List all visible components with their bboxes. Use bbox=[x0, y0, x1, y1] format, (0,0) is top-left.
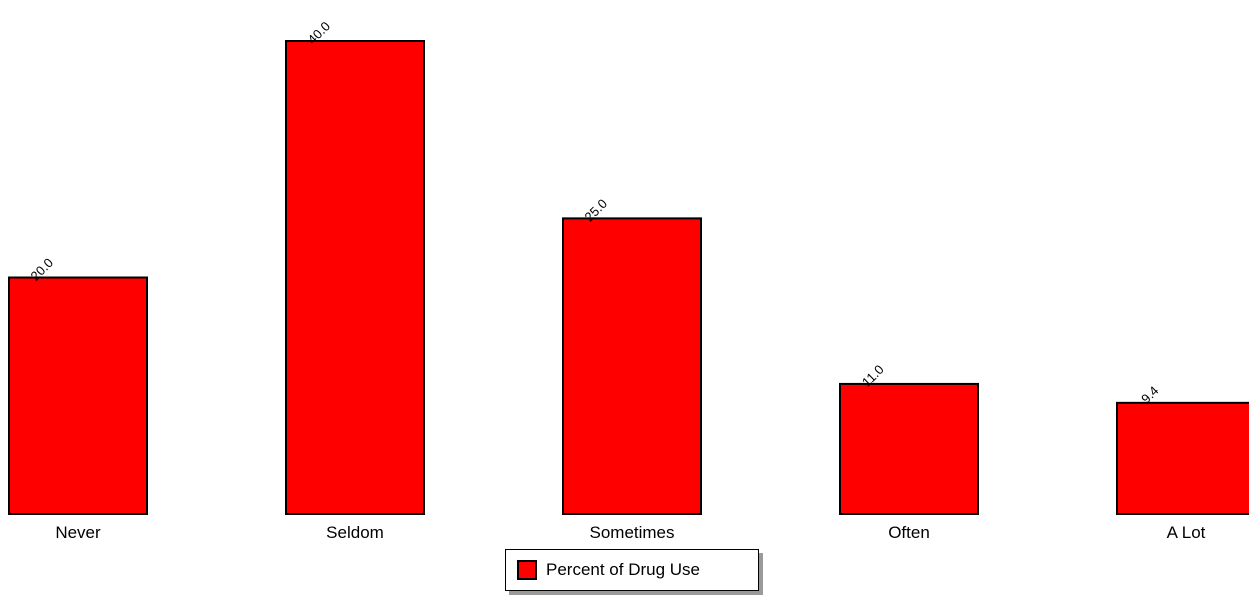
category-label-a-lot: A Lot bbox=[1167, 523, 1206, 542]
bar-sometimes bbox=[562, 217, 702, 515]
category-label-seldom: Seldom bbox=[326, 523, 384, 542]
bar-never bbox=[8, 276, 148, 515]
category-label-sometimes: Sometimes bbox=[589, 523, 674, 542]
bar-a-lot bbox=[1116, 401, 1249, 515]
bar-often bbox=[839, 382, 979, 515]
legend-label: Percent of Drug Use bbox=[546, 560, 701, 579]
legend-swatch bbox=[517, 560, 537, 580]
category-label-never: Never bbox=[55, 523, 101, 542]
legend: Percent of Drug Use bbox=[505, 549, 759, 591]
bar-seldom bbox=[285, 40, 425, 515]
category-label-often: Often bbox=[888, 523, 930, 542]
